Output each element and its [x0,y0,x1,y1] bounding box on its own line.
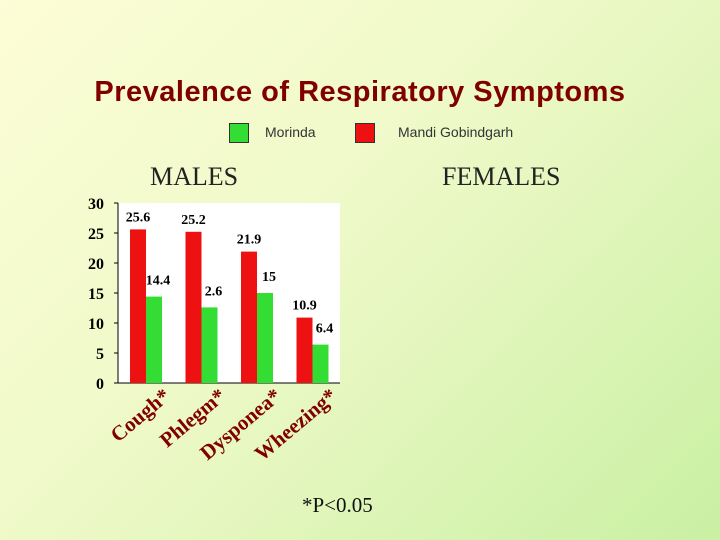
males-label: MALES [150,162,239,191]
bar-mandi-gobindgarh [241,251,257,383]
legend-swatch-mandi-gobindgarh [355,123,375,143]
data-label-mandi-gobindgarh: 21.9 [237,233,262,248]
data-label-mandi-gobindgarh: 25.2 [181,213,206,228]
y-tick-label: 25 [88,226,104,243]
significance-footnote: *P<0.05 [302,493,373,517]
data-label-morinda: 14.4 [146,274,171,289]
data-label-morinda: 15 [262,270,276,285]
legend-swatch-morinda [229,123,249,143]
data-label-mandi-gobindgarh: 25.6 [126,210,151,225]
y-tick-label: 30 [88,196,104,213]
y-tick-label: 20 [88,256,104,273]
bar-morinda [201,307,218,383]
y-tick-label: 0 [96,376,104,393]
y-tick-label: 15 [88,286,104,303]
data-label-morinda: 6.4 [316,322,334,337]
bar-morinda [257,293,273,383]
females-label: FEMALES [442,162,561,191]
bar-mandi-gobindgarh [130,229,146,383]
bar-morinda [312,344,329,383]
data-label-mandi-gobindgarh: 10.9 [292,299,317,314]
y-tick-label: 5 [96,346,104,363]
data-label-morinda: 2.6 [205,284,223,299]
chart-title: Prevalence of Respiratory Symptoms [94,76,626,108]
y-tick-label: 10 [88,316,104,333]
bar-mandi-gobindgarh [296,317,313,383]
legend-label-morinda: Morinda [265,124,316,140]
legend-label-mandi-gobindgarh: Mandi Gobindgarh [398,124,514,140]
bar-mandi-gobindgarh [185,231,202,383]
bar-morinda [146,296,162,383]
